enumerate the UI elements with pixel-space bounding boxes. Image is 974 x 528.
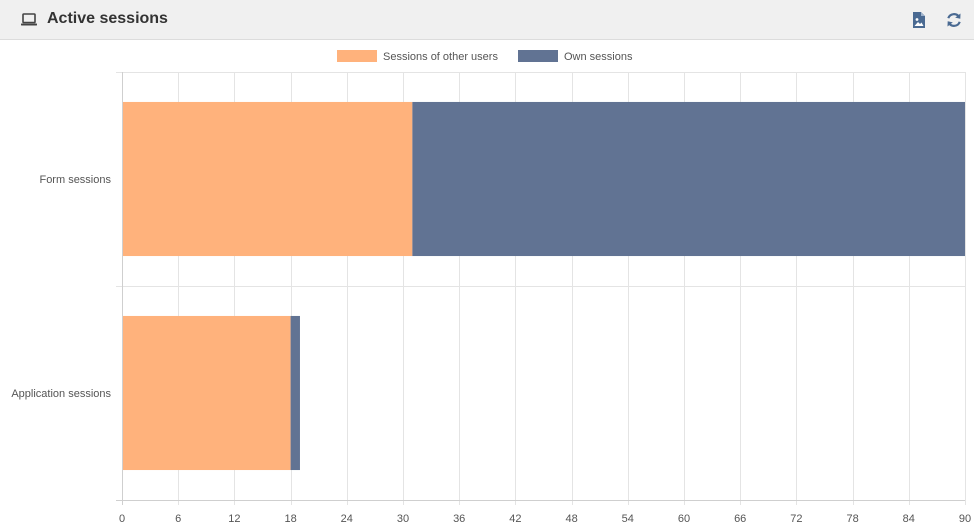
refresh-icon <box>944 10 964 30</box>
x-tick-label: 72 <box>790 513 802 525</box>
legend-item-own[interactable]: Own sessions <box>518 50 633 63</box>
x-tick-label: 6 <box>175 513 181 525</box>
x-tick-label: 54 <box>622 513 634 525</box>
bar-own-sessions[interactable] <box>290 315 300 471</box>
x-tick-label: 12 <box>228 513 240 525</box>
y-category-label: Application sessions <box>11 388 111 400</box>
legend-swatch <box>337 50 377 62</box>
sessions-bar-chart: Sessions of other users Own sessions 0 6 12… <box>11 50 971 525</box>
bar-sessions-of-other-users[interactable] <box>122 101 413 257</box>
laptop-icon <box>20 11 38 29</box>
chart-axes: 0 6 12 18 24 30 36 42 48 54 60 66 72 78 84 90 Form sessi… <box>11 72 971 525</box>
legend-swatch <box>518 50 558 62</box>
x-tick-label: 66 <box>734 513 746 525</box>
x-tick-label: 36 <box>453 513 465 525</box>
x-tick-label: 0 <box>119 513 125 525</box>
x-tick-label: 48 <box>565 513 577 525</box>
x-tick-label: 42 <box>509 513 521 525</box>
x-tick-label: 30 <box>397 513 409 525</box>
panel-header: Active sessions <box>0 0 974 40</box>
x-tick-label: 90 <box>959 513 971 525</box>
panel-title: Active sessions <box>47 10 168 27</box>
x-tick-label: 84 <box>903 513 915 525</box>
x-tick-label: 60 <box>678 513 690 525</box>
chart-bars <box>122 101 965 471</box>
legend-item-others[interactable]: Sessions of other users <box>337 50 498 63</box>
x-tick-label: 24 <box>341 513 353 525</box>
legend-label: Sessions of other users <box>383 51 498 63</box>
x-tick-label: 78 <box>846 513 858 525</box>
chart-legend: Sessions of other users Own sessions <box>337 50 633 63</box>
bar-own-sessions[interactable] <box>412 101 965 257</box>
x-tick-label: 18 <box>284 513 296 525</box>
refresh-button[interactable] <box>944 10 964 30</box>
bar-sessions-of-other-users[interactable] <box>122 315 291 471</box>
y-category-label: Form sessions <box>39 174 111 186</box>
legend-label: Own sessions <box>564 51 633 63</box>
export-image-button[interactable] <box>909 10 929 30</box>
export-image-icon <box>909 10 929 30</box>
